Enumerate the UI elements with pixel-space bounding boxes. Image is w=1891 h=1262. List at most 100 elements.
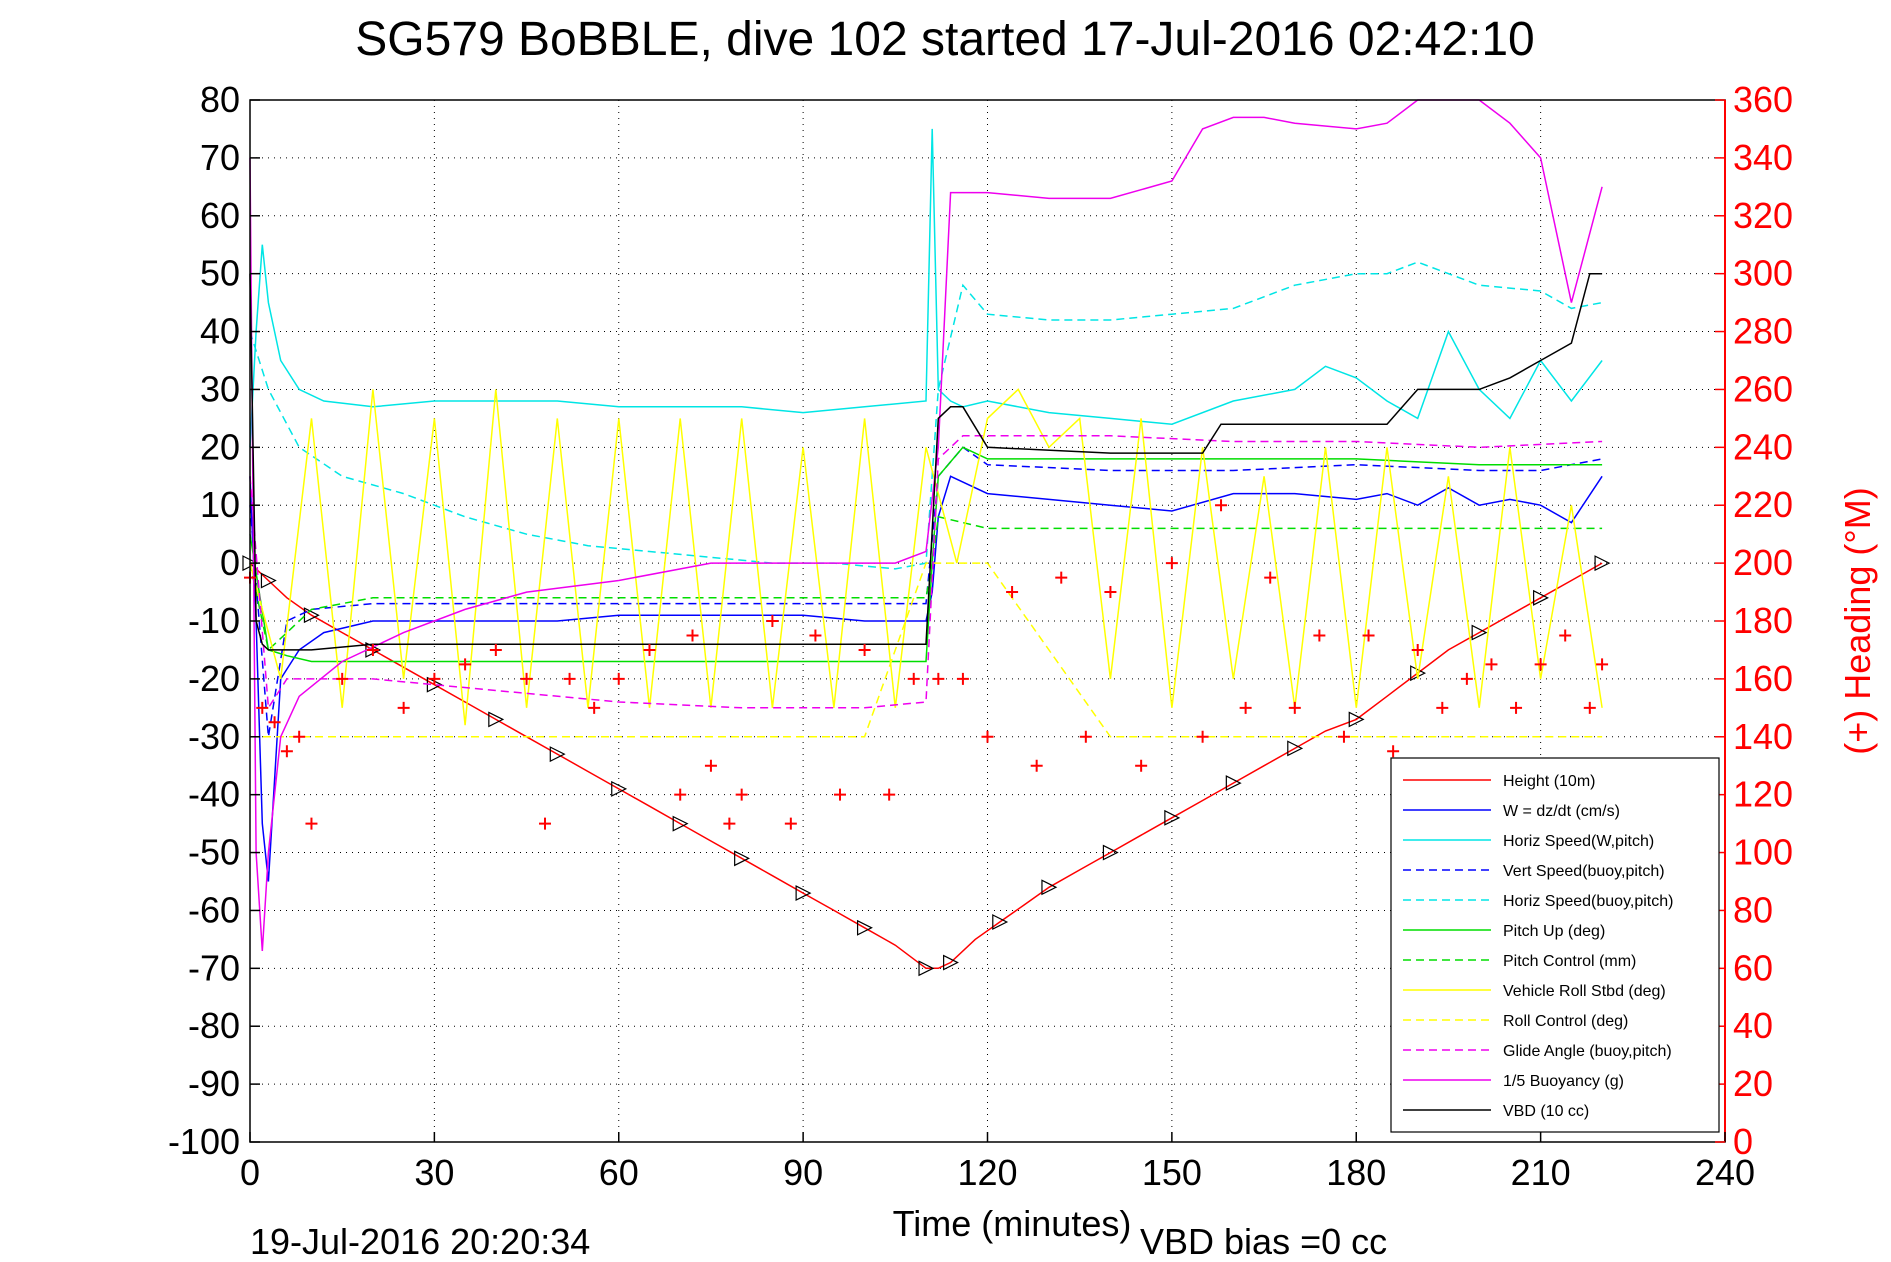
height-marker [549,746,566,763]
heading-point [1104,586,1117,599]
chart-title: SG579 BoBBLE, dive 102 started 17-Jul-20… [355,13,1534,66]
heading-point [280,745,293,758]
legend-label: VBD (10 cc) [1503,1103,1589,1120]
heading-point [1534,658,1547,671]
heading-point [1006,586,1019,599]
heading-point [883,788,896,801]
x-tick-label: 210 [1511,1152,1571,1193]
heading-point [1411,643,1424,656]
right-axis-label: (+) Heading (°M) [1837,487,1878,754]
heading-point [366,643,379,656]
right-tick-label: 0 [1733,1121,1753,1162]
right-tick-label: 40 [1733,1005,1773,1046]
height-marker [260,572,277,589]
right-tick-label: 280 [1733,311,1793,352]
height-marker [992,914,1009,930]
right-tick-label: 240 [1733,426,1793,467]
series-line-pitch-control-mm [249,515,1603,652]
heading-point [1215,499,1228,512]
heading-point [612,672,625,685]
heading-point [520,672,533,685]
heading-point [1485,658,1498,671]
x-tick-label: 180 [1326,1152,1386,1193]
heading-point [784,817,797,830]
height-marker [1348,711,1365,728]
right-tick-label: 100 [1733,832,1793,873]
legend-label: Horiz Speed(buoy,pitch) [1503,893,1673,910]
heading-point [459,658,472,671]
heading-point [428,672,441,685]
series-layer [242,99,1611,977]
heading-point [397,701,410,714]
height-marker [672,815,689,832]
x-tick-label: 30 [414,1152,454,1193]
heading-point [809,629,822,642]
heading-point [1264,571,1277,584]
heading-point [588,701,601,714]
y-tick-label: -40 [188,774,240,815]
legend-label: Horiz Speed(W,pitch) [1503,833,1654,850]
legend-label: Pitch Control (mm) [1503,953,1636,970]
y-tick-label: 20 [200,426,240,467]
heading-point [1436,701,1449,714]
heading-point [1079,730,1092,743]
series-line-glide-angle-buoy-pitch [249,435,1603,711]
heading-point [981,730,994,743]
heading-point [1559,629,1572,642]
right-tick-label: 60 [1733,947,1773,988]
heading-point [1030,759,1043,772]
legend-label: Pitch Up (deg) [1503,923,1605,940]
right-tick-label: 260 [1733,368,1793,409]
heading-point [858,643,871,656]
legend-label: W = dz/dt (cm/s) [1503,803,1620,820]
x-tick-label: 150 [1142,1152,1202,1193]
x-tick-label: 0 [240,1152,260,1193]
series-line-1-5-buoyancy-g [249,99,1603,952]
right-tick-label: 320 [1733,195,1793,236]
heading-point [1387,745,1400,758]
heading-point [1510,701,1523,714]
heading-point [539,817,551,830]
heading-point [766,615,779,627]
height-marker [918,960,935,977]
height-marker [734,850,751,867]
y-tick-label: 50 [200,253,240,294]
heading-point [563,672,576,685]
y-tick-label: 60 [200,195,240,236]
heading-point [1596,658,1609,671]
legend: Height (10m) W = dz/dt (cm/s) Horiz Speed(… [1390,757,1720,1133]
heading-point [268,716,281,729]
legend-label: Vert Speed(buoy,pitch) [1503,863,1665,880]
height-marker [943,954,959,971]
height-marker [1164,809,1181,826]
heading-point [1583,701,1596,714]
right-tick-label: 300 [1733,253,1793,294]
y-tick-label: 40 [200,311,240,352]
right-tick-label: 200 [1733,542,1793,583]
right-tick-label: 160 [1733,658,1793,699]
heading-point [674,788,687,801]
height-marker [856,919,873,936]
height-marker [611,780,628,797]
right-tick-label: 340 [1733,137,1793,178]
right-tick-label: 220 [1733,484,1793,525]
series-line-horiz-speed-w-pitch [249,128,1603,448]
height-marker [1471,624,1488,641]
series-line-vert-speed-buoy-pitch [249,446,1603,737]
heading-point [1313,629,1326,642]
footer-date: 19-Jul-2016 20:20:34 [250,1221,590,1262]
height-marker [1533,589,1549,606]
heading-point [1337,730,1350,743]
y-tick-label: -10 [188,600,240,641]
heading-point [1196,730,1209,743]
y-tick-label: -90 [188,1063,240,1104]
y-tick-label: -50 [188,832,240,873]
right-tick-label: 20 [1733,1063,1773,1104]
legend-label: Height (10m) [1503,773,1595,790]
right-tick-label: 80 [1733,889,1773,930]
y-tick-label: -60 [188,889,240,930]
series-line-horiz-speed-buoy-pitch [249,261,1603,570]
heading-point [735,788,748,801]
heading-point [1239,701,1252,714]
